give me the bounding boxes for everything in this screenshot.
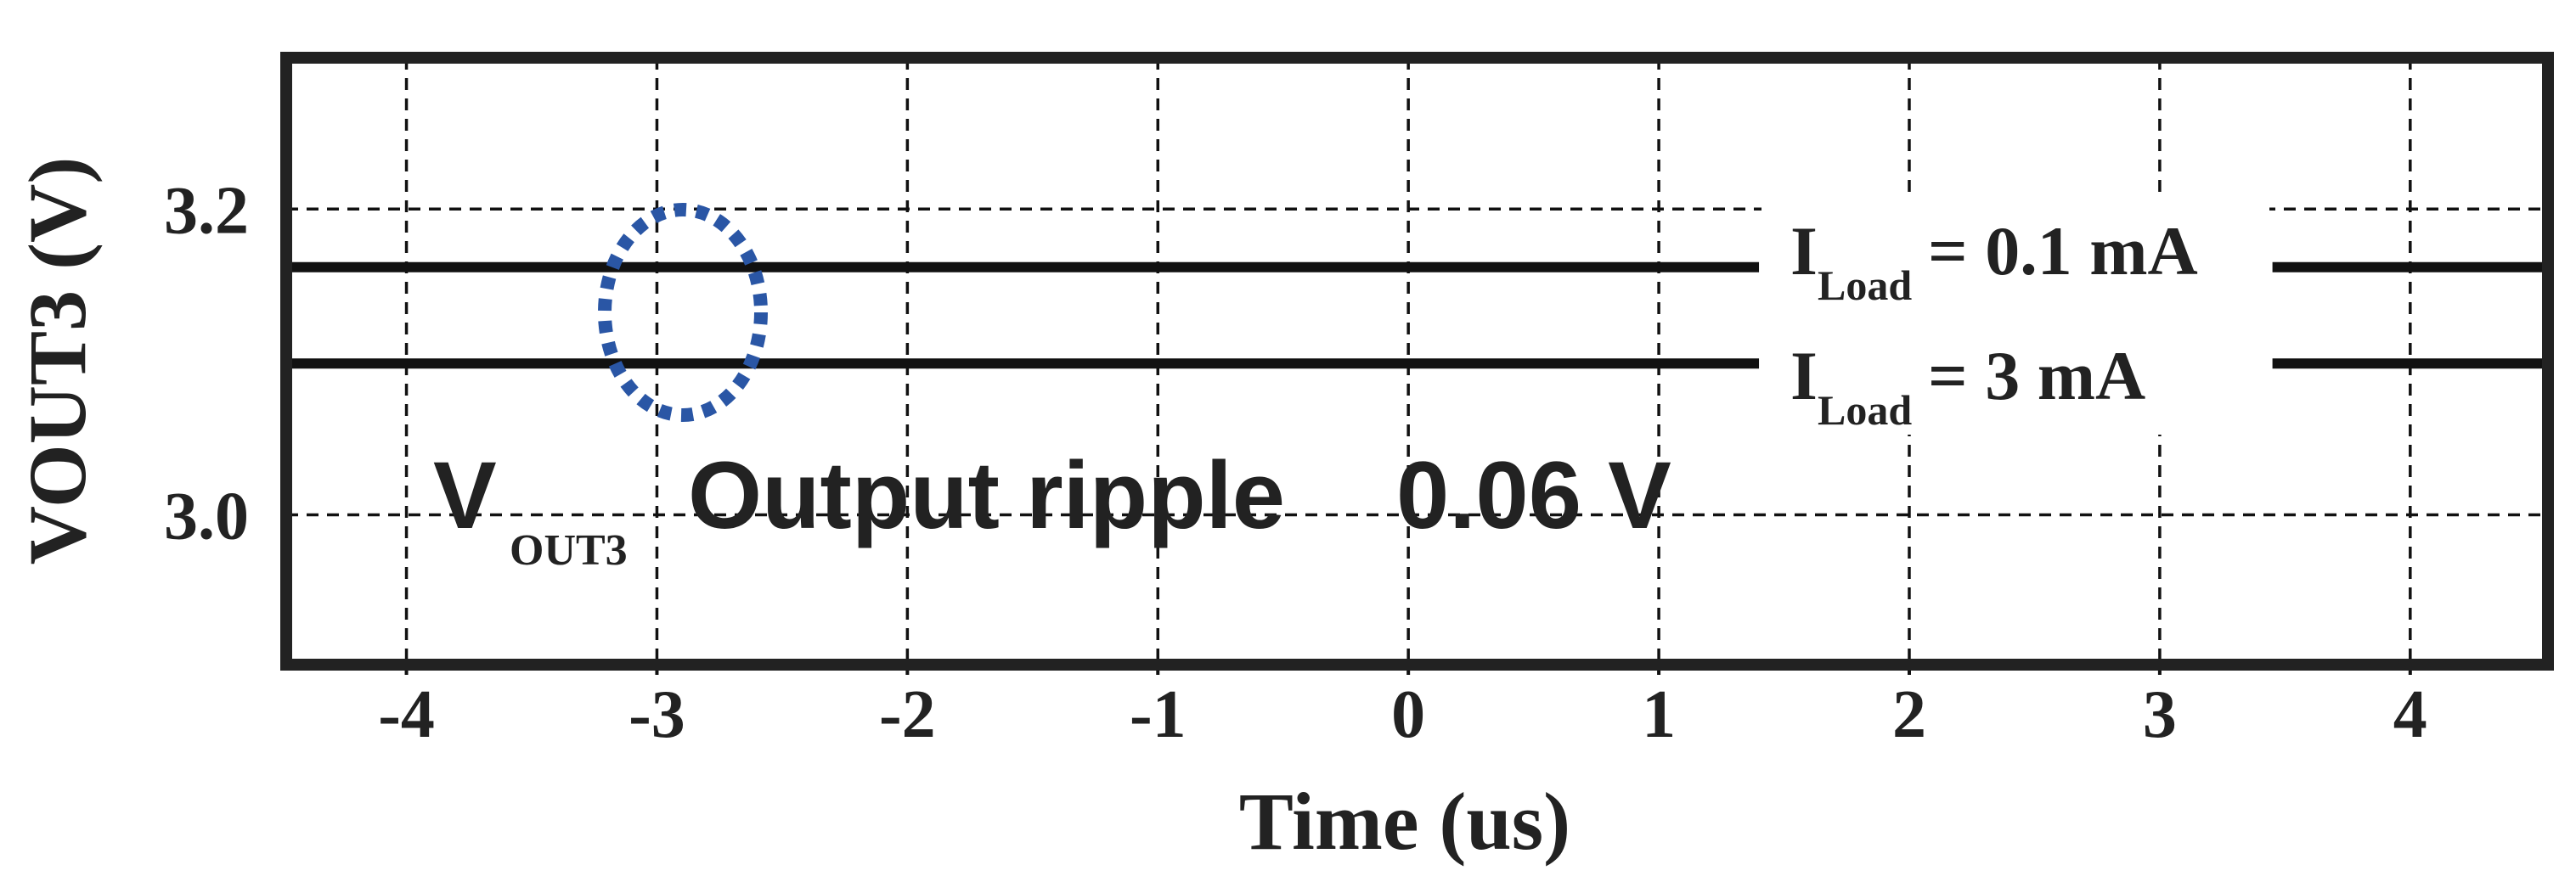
annotation-value: 0.06 V <box>1396 442 1671 548</box>
legend-label: I <box>1790 212 1818 289</box>
legend-background <box>1761 197 2269 435</box>
x-tick-label: 2 <box>1892 677 1926 752</box>
x-tick-label: -1 <box>1130 677 1187 752</box>
x-tick-label: 1 <box>1642 677 1676 752</box>
highlight-ellipse <box>598 203 768 422</box>
x-axis-label: Time (us) <box>1239 776 1570 867</box>
legend-subscript: Load <box>1818 261 1912 309</box>
legend-subscript: Load <box>1818 386 1912 434</box>
x-tick-label: 4 <box>2393 677 2427 752</box>
y-tick-label: 3.2 <box>164 173 249 248</box>
plot-frame <box>280 52 2554 671</box>
x-tick-label: 3 <box>2143 677 2177 752</box>
y-tick-label: 3.0 <box>164 480 249 554</box>
x-tick-label: 0 <box>1391 677 1425 752</box>
annotation-text: V <box>433 442 497 548</box>
x-tick-label: -4 <box>378 677 435 752</box>
annotation-subscript: OUT3 <box>510 526 628 575</box>
annotation-text: Output ripple <box>688 442 1285 548</box>
legend-label: = 3 mA <box>1928 337 2145 414</box>
x-tick-label: -2 <box>879 677 936 752</box>
x-tick-label: -3 <box>628 677 685 752</box>
legend-label: I <box>1790 337 1818 414</box>
y-axis-label: VOUT3 (V) <box>12 157 103 565</box>
legend-label: = 0.1 mA <box>1928 212 2198 289</box>
